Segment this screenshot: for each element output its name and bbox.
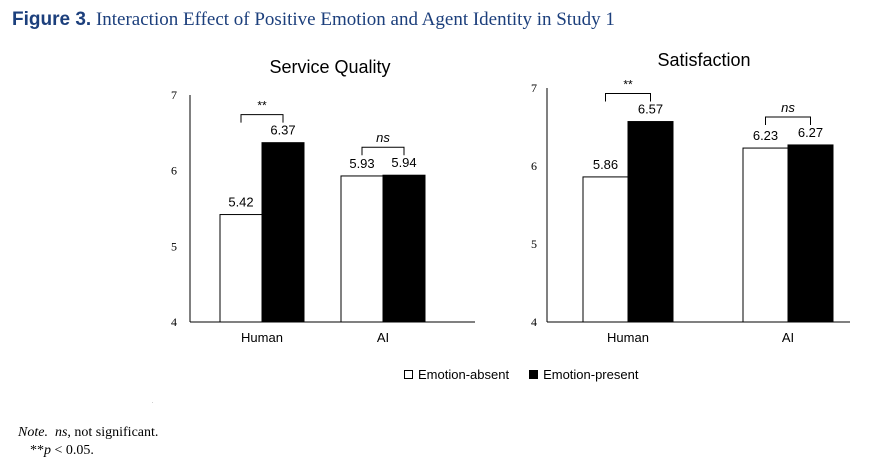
chart-title: Satisfaction bbox=[657, 50, 750, 70]
note-sig-p: p bbox=[44, 443, 51, 458]
note-prefix: Note. bbox=[18, 425, 48, 440]
note-sig-stars: ** bbox=[30, 443, 44, 458]
significance-label: ns bbox=[376, 130, 390, 145]
x-category-label: Human bbox=[607, 330, 649, 345]
significance-bracket bbox=[240, 114, 284, 123]
legend-label-present: Emotion-present bbox=[543, 367, 639, 382]
data-label: 6.27 bbox=[798, 125, 823, 140]
y-tick-label: 6 bbox=[171, 164, 177, 178]
y-tick-label: 6 bbox=[531, 159, 537, 173]
significance-label: ns bbox=[781, 100, 795, 115]
bar-emotion-present-human bbox=[627, 121, 674, 323]
data-label: 6.37 bbox=[270, 123, 295, 138]
figure-title: Figure 3. Interaction Effect of Positive… bbox=[12, 9, 615, 31]
legend-swatch-present bbox=[529, 370, 539, 379]
significance-bracket bbox=[605, 93, 651, 102]
data-label: 5.93 bbox=[349, 156, 374, 171]
stray-dot bbox=[152, 402, 153, 403]
bar-emotion-present-ai bbox=[382, 174, 426, 323]
y-tick-label: 7 bbox=[171, 88, 177, 102]
data-label: 5.94 bbox=[391, 155, 416, 170]
legend-label-absent: Emotion-absent bbox=[418, 367, 510, 382]
figure-caption: Interaction Effect of Positive Emotion a… bbox=[95, 9, 615, 30]
data-label: 6.57 bbox=[638, 102, 663, 117]
x-category-label: AI bbox=[377, 330, 389, 345]
y-tick-label: 7 bbox=[531, 81, 537, 95]
note-ns-abbr: ns bbox=[54, 425, 68, 440]
legend-item-absent: Emotion-absent bbox=[404, 367, 509, 382]
figure-note: Note. ns, not significant. **p < 0.05. bbox=[18, 424, 158, 460]
significance-bracket bbox=[765, 116, 811, 125]
bar-emotion-present-ai bbox=[787, 144, 834, 323]
bar-emotion-absent-ai bbox=[742, 147, 789, 323]
x-category-label: AI bbox=[782, 330, 794, 345]
figure-label: Figure 3. bbox=[12, 9, 92, 30]
note-sig-text: < 0.05. bbox=[51, 443, 94, 458]
y-tick-label: 5 bbox=[171, 239, 177, 253]
bar-emotion-absent-ai bbox=[340, 175, 384, 323]
note-line-ns: Note. ns, not significant. bbox=[18, 424, 158, 442]
x-category-label: Human bbox=[241, 330, 283, 345]
bar-emotion-present-human bbox=[261, 142, 305, 323]
data-label: 5.42 bbox=[228, 195, 253, 210]
data-label: 6.23 bbox=[753, 128, 778, 143]
data-label: 5.86 bbox=[593, 157, 618, 172]
note-ns-text: , not significant. bbox=[67, 425, 159, 440]
legend-swatch-absent bbox=[404, 370, 413, 379]
legend-item-present: Emotion-present bbox=[529, 367, 638, 382]
chart-title: Service Quality bbox=[269, 57, 390, 77]
y-tick-label: 4 bbox=[171, 315, 177, 329]
bar-emotion-absent-human bbox=[219, 214, 263, 323]
bar-emotion-absent-human bbox=[582, 176, 629, 323]
note-line-sig: **p < 0.05. bbox=[18, 442, 158, 460]
significance-bracket bbox=[361, 146, 405, 156]
chart-legend: Emotion-absent Emotion-present bbox=[404, 367, 658, 382]
y-tick-label: 4 bbox=[531, 315, 537, 329]
significance-label: ** bbox=[257, 99, 267, 113]
significance-label: ** bbox=[623, 78, 633, 92]
y-tick-label: 5 bbox=[531, 237, 537, 251]
